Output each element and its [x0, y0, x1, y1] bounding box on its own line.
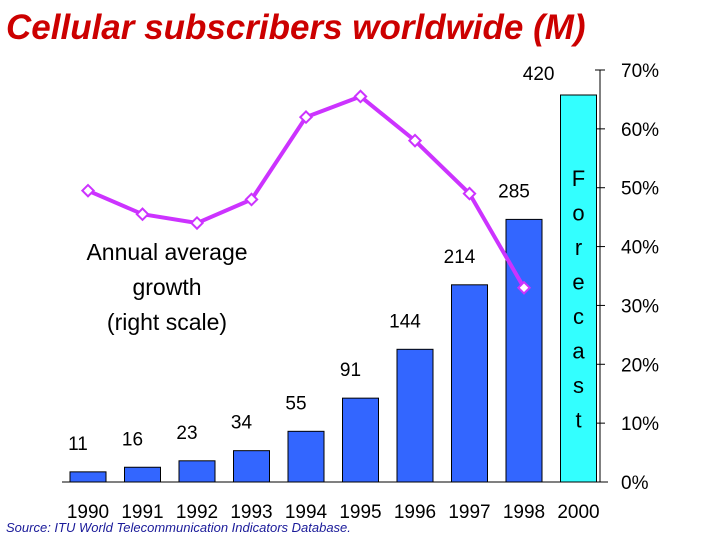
- right-axis: 0% 10% 20% 30% 40% 50% 60% 70%: [595, 61, 659, 494]
- line-annotation-text: Annual average: [86, 239, 247, 265]
- forecast-letter: o: [572, 201, 584, 226]
- bar: [505, 218, 543, 483]
- line-annotation-text: growth: [132, 274, 201, 300]
- x-tick-label: 1990: [67, 502, 109, 523]
- bar-value-label: 16: [122, 429, 143, 450]
- growth-line-group: [80, 89, 532, 295]
- bar-value-label: 285: [498, 181, 530, 202]
- bar: [178, 460, 216, 483]
- forecast-letter: s: [573, 373, 584, 398]
- growth-point-marker: [407, 133, 423, 148]
- growth-point-marker: [189, 215, 205, 231]
- right-axis-tick-label: 30%: [621, 296, 659, 317]
- bar: [396, 348, 434, 483]
- bar: [124, 466, 161, 483]
- bar-value-label: 23: [176, 423, 197, 444]
- forecast-letter: c: [573, 304, 584, 329]
- bar-value-label: 420: [523, 64, 555, 85]
- growth-point-marker: [298, 110, 314, 125]
- x-axis-labels: 1990 1991 1992 1993 1994 1995 1996 1997 1998 2000: [67, 502, 600, 523]
- bar-value-label: 11: [68, 434, 88, 455]
- x-tick-label: 1992: [176, 502, 218, 523]
- growth-point-marker: [516, 280, 532, 295]
- x-tick-label: 1997: [448, 502, 490, 523]
- bar-labels-group: 11 16 23 34 55 91 144 214 285 420: [68, 64, 554, 455]
- line-annotation: Annual average growth (right scale): [86, 239, 247, 335]
- source-note: Source: ITU World Telecommunication Indi…: [6, 520, 351, 535]
- bar: [451, 284, 488, 483]
- bar-value-label: 144: [389, 311, 421, 332]
- forecast-letter: a: [572, 339, 585, 364]
- growth-point-marker: [353, 89, 368, 104]
- right-axis-tick-label: 0%: [621, 473, 649, 494]
- bar-value-label: 214: [444, 247, 476, 268]
- right-axis-tick-label: 60%: [621, 120, 659, 141]
- x-tick-label: 1995: [339, 502, 381, 523]
- bar-value-label: 34: [231, 413, 253, 434]
- x-tick-label: 1994: [285, 502, 328, 523]
- bar-value-label: 55: [285, 393, 306, 414]
- right-axis-tick-label: 20%: [621, 355, 659, 376]
- line-annotation-text: (right scale): [107, 309, 227, 335]
- chart-title: Cellular subscribers worldwide (M): [6, 8, 586, 47]
- right-axis-tick-label: 10%: [621, 414, 659, 435]
- bar: [287, 430, 325, 483]
- x-tick-label: 1993: [230, 502, 272, 523]
- right-axis-tick-label: 50%: [621, 179, 659, 200]
- x-tick-label: 2000: [557, 502, 599, 523]
- bar: [342, 397, 379, 483]
- x-tick-label: 1998: [503, 502, 545, 523]
- growth-point-marker: [135, 207, 150, 222]
- forecast-letter: e: [572, 270, 584, 295]
- growth-point-marker: [462, 186, 477, 201]
- growth-point-marker: [80, 183, 96, 198]
- bar-value-label: 91: [340, 360, 361, 381]
- right-axis-tick-label: 70%: [621, 61, 659, 82]
- forecast-letter: t: [575, 408, 581, 433]
- bars-group: [69, 94, 597, 483]
- bar: [69, 471, 107, 483]
- x-tick-label: 1996: [394, 502, 436, 523]
- right-axis-tick-label: 40%: [621, 238, 659, 259]
- forecast-bar: [560, 94, 597, 483]
- bar: [233, 450, 270, 483]
- forecast-letter: r: [575, 235, 582, 260]
- forecast-letter: F: [572, 166, 585, 191]
- growth-point-marker: [244, 192, 259, 207]
- x-tick-label: 1991: [121, 502, 163, 523]
